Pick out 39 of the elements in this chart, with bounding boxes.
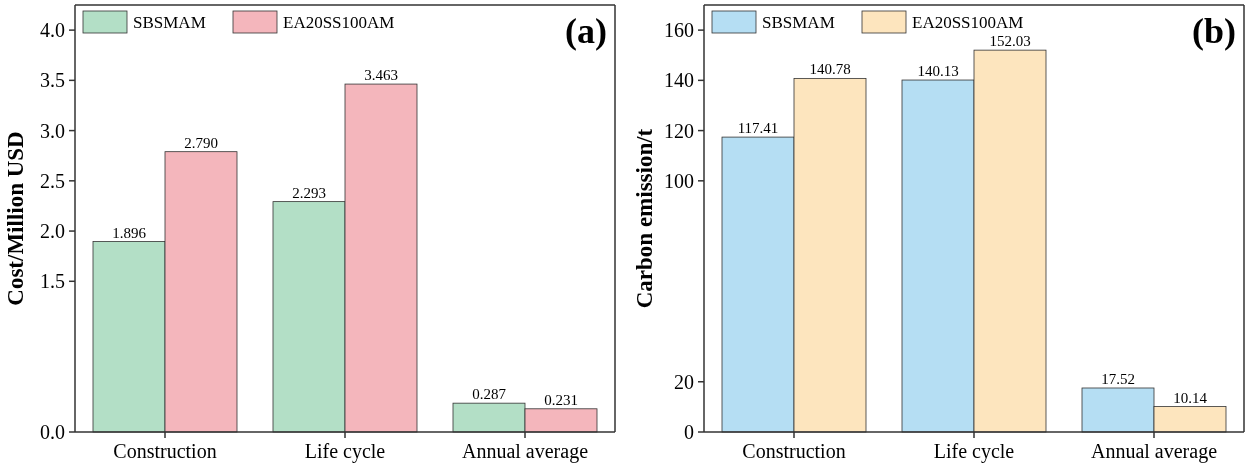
y-tick-label: 0.0 (40, 421, 65, 443)
legend-label: EA20SS100AM (912, 13, 1024, 32)
x-tick-label: Construction (742, 440, 846, 462)
x-tick-label: Construction (113, 440, 217, 462)
text: 2.293 (292, 184, 326, 201)
text: 3.463 (364, 67, 398, 84)
y-tick-label: 160 (664, 19, 694, 42)
y-tick-label: 120 (664, 119, 694, 142)
y-tick-label: 0 (684, 421, 694, 443)
legend-label: SBSMAM (133, 13, 206, 32)
text: 140.78 (809, 61, 851, 78)
y-tick-label: 3.0 (40, 119, 65, 142)
text: 17.52 (1101, 370, 1135, 387)
x-tick-label: Annual average (461, 440, 589, 463)
y-tick-label: 1.5 (40, 270, 65, 293)
text: 152.03 (989, 33, 1031, 50)
chart-title: (b) (1192, 11, 1236, 51)
y-tick-label: 4.0 (40, 19, 65, 42)
text: 117.41 (737, 120, 779, 137)
text: 2.790 (184, 134, 218, 151)
y-tick-label: 3.5 (40, 69, 65, 92)
y-axis-title: Cost/Million USD (3, 131, 28, 306)
x-tick-label: Life cycle (933, 440, 1015, 463)
text: 0.231 (544, 391, 578, 408)
y-tick-label: 100 (664, 169, 694, 192)
y-tick-label: 20 (674, 370, 694, 393)
y-tick-label: 2.5 (40, 169, 65, 192)
text: 1.896 (112, 224, 146, 241)
legend-label: SBSMAM (762, 13, 835, 32)
legend-label: EA20SS100AM (283, 13, 395, 32)
x-tick-label: Life cycle (304, 440, 386, 463)
text: 0.287 (472, 386, 506, 403)
text: 140.13 (917, 63, 959, 80)
text: 10.14 (1173, 389, 1207, 406)
y-tick-label: 2.0 (40, 220, 65, 243)
y-axis-title: Carbon emission/t (632, 128, 657, 309)
x-tick-label: Annual average (1090, 440, 1218, 463)
chart-title: (a) (565, 11, 607, 51)
y-tick-label: 140 (664, 69, 694, 92)
